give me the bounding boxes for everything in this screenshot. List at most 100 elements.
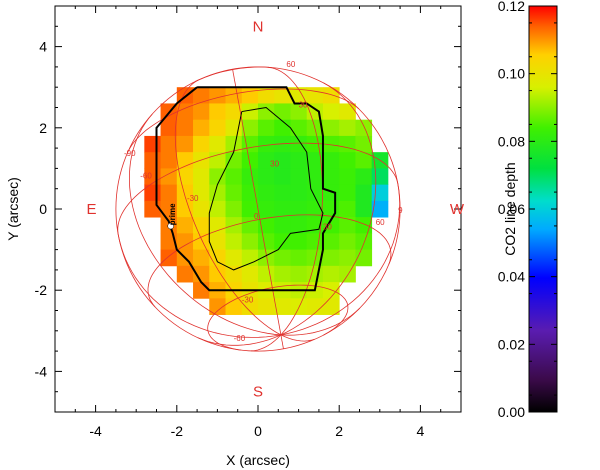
heatmap-cell <box>258 249 275 267</box>
colorbar-tick-label: 0.00 <box>498 404 525 420</box>
heatmap-cell <box>225 168 243 186</box>
prime-marker <box>167 222 174 230</box>
heatmap-cell <box>290 249 308 267</box>
grid-line <box>195 66 272 82</box>
heatmap-cell <box>322 265 340 283</box>
heatmap-cell <box>160 184 178 202</box>
heatmap-cell <box>176 119 194 137</box>
heatmap-cell <box>306 298 324 315</box>
heatmap-cell <box>306 168 324 186</box>
heatmap-cell <box>225 200 243 218</box>
heatmap-cell <box>355 168 373 186</box>
heatmap-cell <box>306 249 324 267</box>
x-tick-label: 0 <box>254 423 262 439</box>
heatmap-cell <box>209 249 226 267</box>
heatmap-cell <box>258 265 275 283</box>
heatmap-cell <box>339 217 356 234</box>
grid-line <box>280 307 360 336</box>
heatmap-cell <box>241 103 259 121</box>
heatmap-cell <box>290 217 308 234</box>
heatmap-cell <box>258 168 275 186</box>
heatmap-cell <box>355 119 373 137</box>
heatmap-cell <box>355 249 373 267</box>
heatmap-cell <box>209 217 226 234</box>
grid-line <box>280 82 377 336</box>
heatmap-cell <box>258 184 275 202</box>
heatmap-cell <box>160 135 178 153</box>
heatmap-cell <box>176 168 194 186</box>
heatmap-cell <box>209 200 226 218</box>
heatmap-cell <box>241 168 259 186</box>
heatmap-cell <box>355 233 373 250</box>
heatmap-cell <box>209 135 226 153</box>
grid-line <box>174 79 282 336</box>
grid-line <box>280 334 284 349</box>
grid-line <box>280 183 401 336</box>
heatmap-cell <box>209 265 226 283</box>
heatmap-cell <box>274 184 291 202</box>
footprint-outline <box>155 86 337 292</box>
heatmap-cell <box>176 217 194 234</box>
heatmap-cells <box>144 87 389 315</box>
heatmap-cell <box>176 265 194 283</box>
heatmap-cell <box>322 249 340 267</box>
grid-line <box>232 69 282 335</box>
heatmap-cell <box>306 135 324 153</box>
grid-label: -90 <box>124 149 136 158</box>
heatmap-cell <box>258 298 275 315</box>
x-tick-label: -4 <box>89 423 102 439</box>
heatmap-cell <box>355 200 373 218</box>
heatmap-cell <box>290 200 308 218</box>
grid-line <box>128 113 281 336</box>
heatmap-cell <box>355 217 373 234</box>
heatmap-cell <box>322 87 340 104</box>
heatmap-cell <box>355 135 373 153</box>
heatmap-cell <box>144 152 161 169</box>
heatmap-cell <box>322 298 340 315</box>
y-tick-label: -4 <box>35 363 48 379</box>
heatmap-cell <box>339 119 356 137</box>
grid-label: 30 <box>299 101 308 110</box>
heatmap-cell <box>193 265 210 283</box>
heatmap-cell <box>322 200 340 218</box>
heatmap-cell <box>355 184 373 202</box>
heatmap-cell <box>322 282 340 299</box>
heatmap-cell <box>193 200 210 218</box>
colorbar-tick-label: 0.02 <box>498 336 525 352</box>
heatmap-cell <box>274 103 291 121</box>
heatmap-cell <box>258 119 275 137</box>
heatmap-cell <box>274 298 291 315</box>
colorbar-tick-label: 0.08 <box>498 133 525 149</box>
heatmap-cell <box>176 200 194 218</box>
heatmap-cell <box>241 200 259 218</box>
y-axis-title: Y (arcsec) <box>5 177 21 241</box>
heatmap-cell <box>339 168 356 186</box>
heatmap-cell <box>290 265 308 283</box>
grid-line <box>147 214 392 308</box>
y-tick-label: 2 <box>39 120 47 136</box>
colorbar-tick-label: 0.06 <box>498 201 525 217</box>
heatmap-cell <box>209 87 226 104</box>
heatmap-cell <box>306 233 324 250</box>
heatmap-cell <box>322 152 340 169</box>
heatmap-cell <box>225 249 243 267</box>
heatmap-cell <box>193 87 210 104</box>
colorbar-tick-label: 0.12 <box>498 0 525 14</box>
heatmap-cell <box>258 103 275 121</box>
heatmap-cell <box>322 135 340 153</box>
grid-label: 60 <box>376 218 385 227</box>
heatmap-cell <box>225 135 243 153</box>
heatmap-cell <box>274 87 291 104</box>
heatmap-cell <box>290 184 308 202</box>
heatmap-cell <box>193 103 210 121</box>
grid-line <box>197 334 282 346</box>
heatmap-cell <box>193 233 210 250</box>
heatmap-cell <box>225 233 243 250</box>
grid-label: 0 <box>254 212 259 221</box>
heatmap-cell <box>371 184 389 202</box>
heatmap-cell <box>241 265 259 283</box>
y-tick-label: 4 <box>39 39 47 55</box>
heatmap-cell <box>241 298 259 315</box>
x-tick-label: -2 <box>171 423 184 439</box>
